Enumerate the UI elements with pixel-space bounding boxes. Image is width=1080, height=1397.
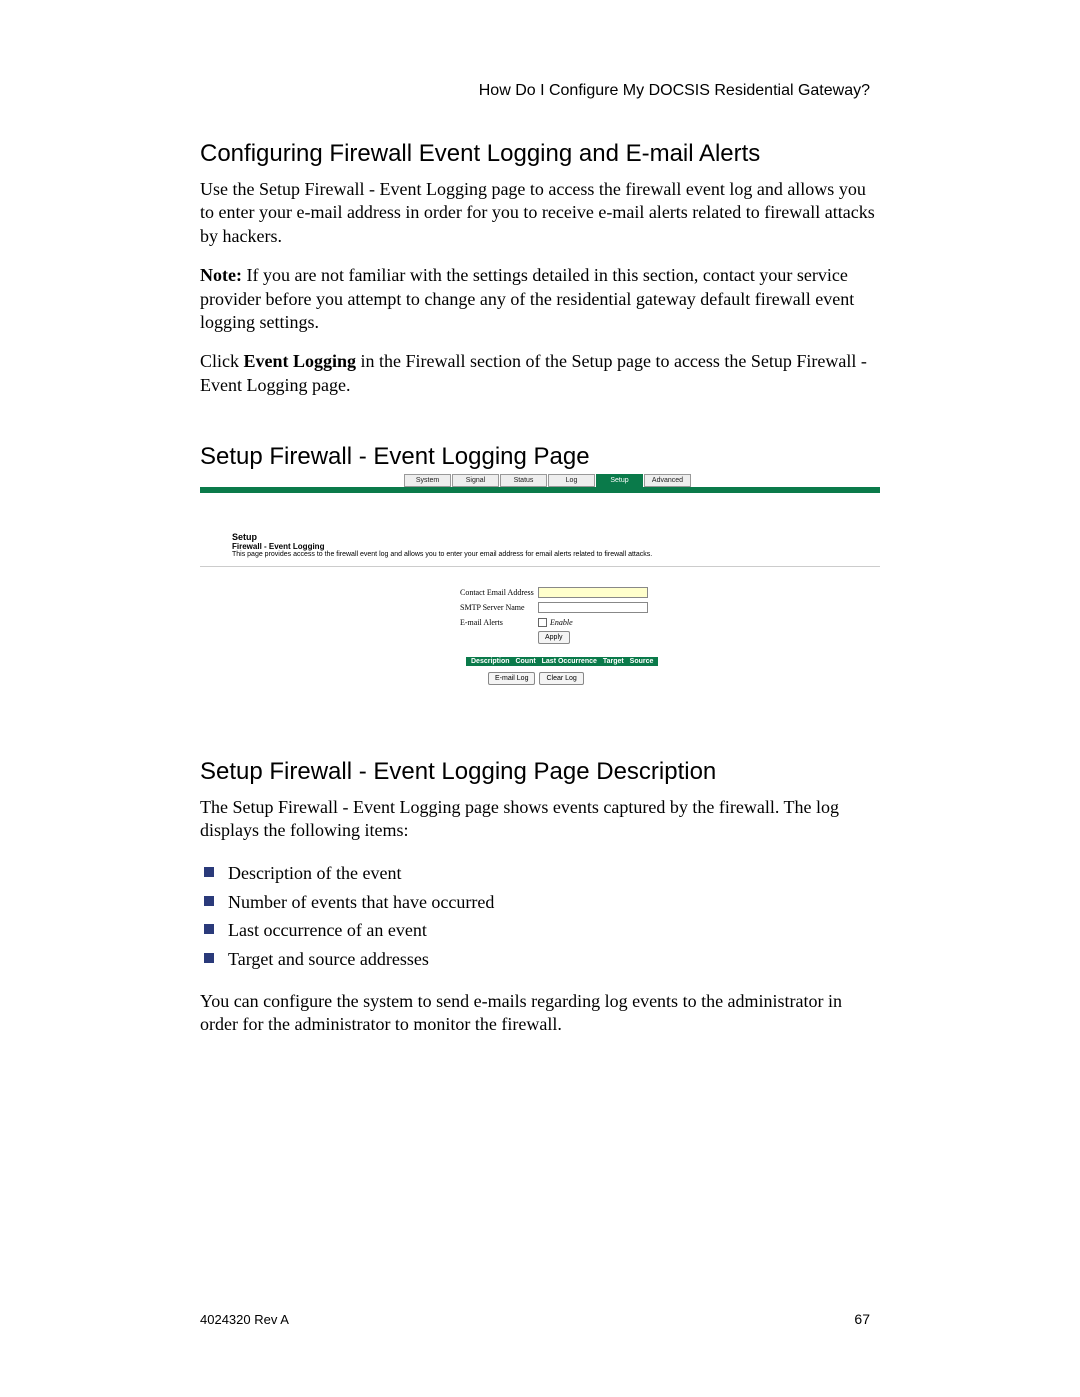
content-block-1: Configuring Firewall Event Logging and E… (200, 140, 880, 521)
section1-p1: Use the Setup Firewall - Event Logging p… (200, 178, 880, 248)
section1-p3a: Click (200, 351, 244, 371)
row-contact-email: Contact Email Address (460, 586, 648, 599)
setup-heading-block: Setup Firewall - Event Logging This page… (232, 532, 880, 558)
section3-p2: You can configure the system to send e-m… (200, 990, 880, 1037)
running-header: How Do I Configure My DOCSIS Residential… (479, 82, 870, 100)
input-smtp[interactable] (538, 602, 648, 613)
label-email-alerts: E-mail Alerts (460, 618, 538, 627)
email-log-button[interactable]: E-mail Log (488, 672, 535, 685)
bullet-4: Target and source addresses (200, 945, 880, 974)
section1-p2-text: If you are not familiar with the setting… (200, 265, 854, 332)
tab-status[interactable]: Status (500, 474, 547, 487)
nav-underline (200, 487, 880, 493)
setup-subtitle: Firewall - Event Logging (232, 542, 880, 551)
content-block-2: Setup Firewall - Event Logging Page Desc… (200, 758, 880, 1053)
footer-docid: 4024320 Rev A (200, 1312, 289, 1327)
tab-log[interactable]: Log (548, 474, 595, 487)
section1-p2: Note: If you are not familiar with the s… (200, 264, 880, 334)
setup-description: This page provides access to the firewal… (232, 551, 880, 558)
section3-p1: The Setup Firewall - Event Logging page … (200, 796, 880, 843)
bullet-1: Description of the event (200, 859, 880, 888)
label-contact-email: Contact Email Address (460, 588, 538, 597)
log-table-header: Description Count Last Occurrence Target… (466, 657, 658, 666)
row-smtp: SMTP Server Name (460, 601, 648, 614)
bullet-2: Number of events that have occurred (200, 888, 880, 917)
bullet-list: Description of the event Number of event… (200, 859, 880, 974)
document-page: How Do I Configure My DOCSIS Residential… (0, 0, 1080, 1397)
section2-title: Setup Firewall - Event Logging Page (200, 443, 880, 471)
nav-tabs: System Signal Status Log Setup Advanced (404, 474, 692, 488)
tab-setup[interactable]: Setup (596, 474, 643, 487)
col-source: Source (630, 658, 654, 665)
apply-button[interactable]: Apply (538, 631, 570, 644)
log-buttons: E-mail Log Clear Log (488, 672, 584, 685)
row-email-alerts: E-mail Alerts Enable (460, 616, 648, 629)
input-contact-email[interactable] (538, 587, 648, 598)
checkbox-enable-label: Enable (550, 618, 573, 627)
nav-bar: System Signal Status Log Setup Advanced (200, 474, 880, 494)
checkbox-enable[interactable] (538, 618, 547, 627)
label-smtp: SMTP Server Name (460, 603, 538, 612)
col-description: Description (471, 658, 510, 665)
clear-log-button[interactable]: Clear Log (539, 672, 583, 685)
note-label: Note: (200, 265, 242, 285)
section1-p3: Click Event Logging in the Firewall sect… (200, 350, 880, 397)
form-area: Contact Email Address SMTP Server Name E… (460, 586, 648, 646)
tab-signal[interactable]: Signal (452, 474, 499, 487)
col-count: Count (515, 658, 535, 665)
section1-title: Configuring Firewall Event Logging and E… (200, 140, 880, 168)
divider (200, 566, 880, 567)
footer-page-number: 67 (854, 1311, 870, 1327)
setup-title: Setup (232, 532, 880, 542)
bullet-3: Last occurrence of an event (200, 916, 880, 945)
section3-title: Setup Firewall - Event Logging Page Desc… (200, 758, 880, 786)
screenshot-illustration: System Signal Status Log Setup Advanced … (200, 474, 880, 722)
tab-system[interactable]: System (404, 474, 451, 487)
col-target: Target (603, 658, 624, 665)
tab-advanced[interactable]: Advanced (644, 474, 691, 487)
col-last-occurrence: Last Occurrence (542, 658, 597, 665)
row-apply: Apply (460, 631, 648, 644)
section1-p3b: Event Logging (244, 351, 357, 371)
